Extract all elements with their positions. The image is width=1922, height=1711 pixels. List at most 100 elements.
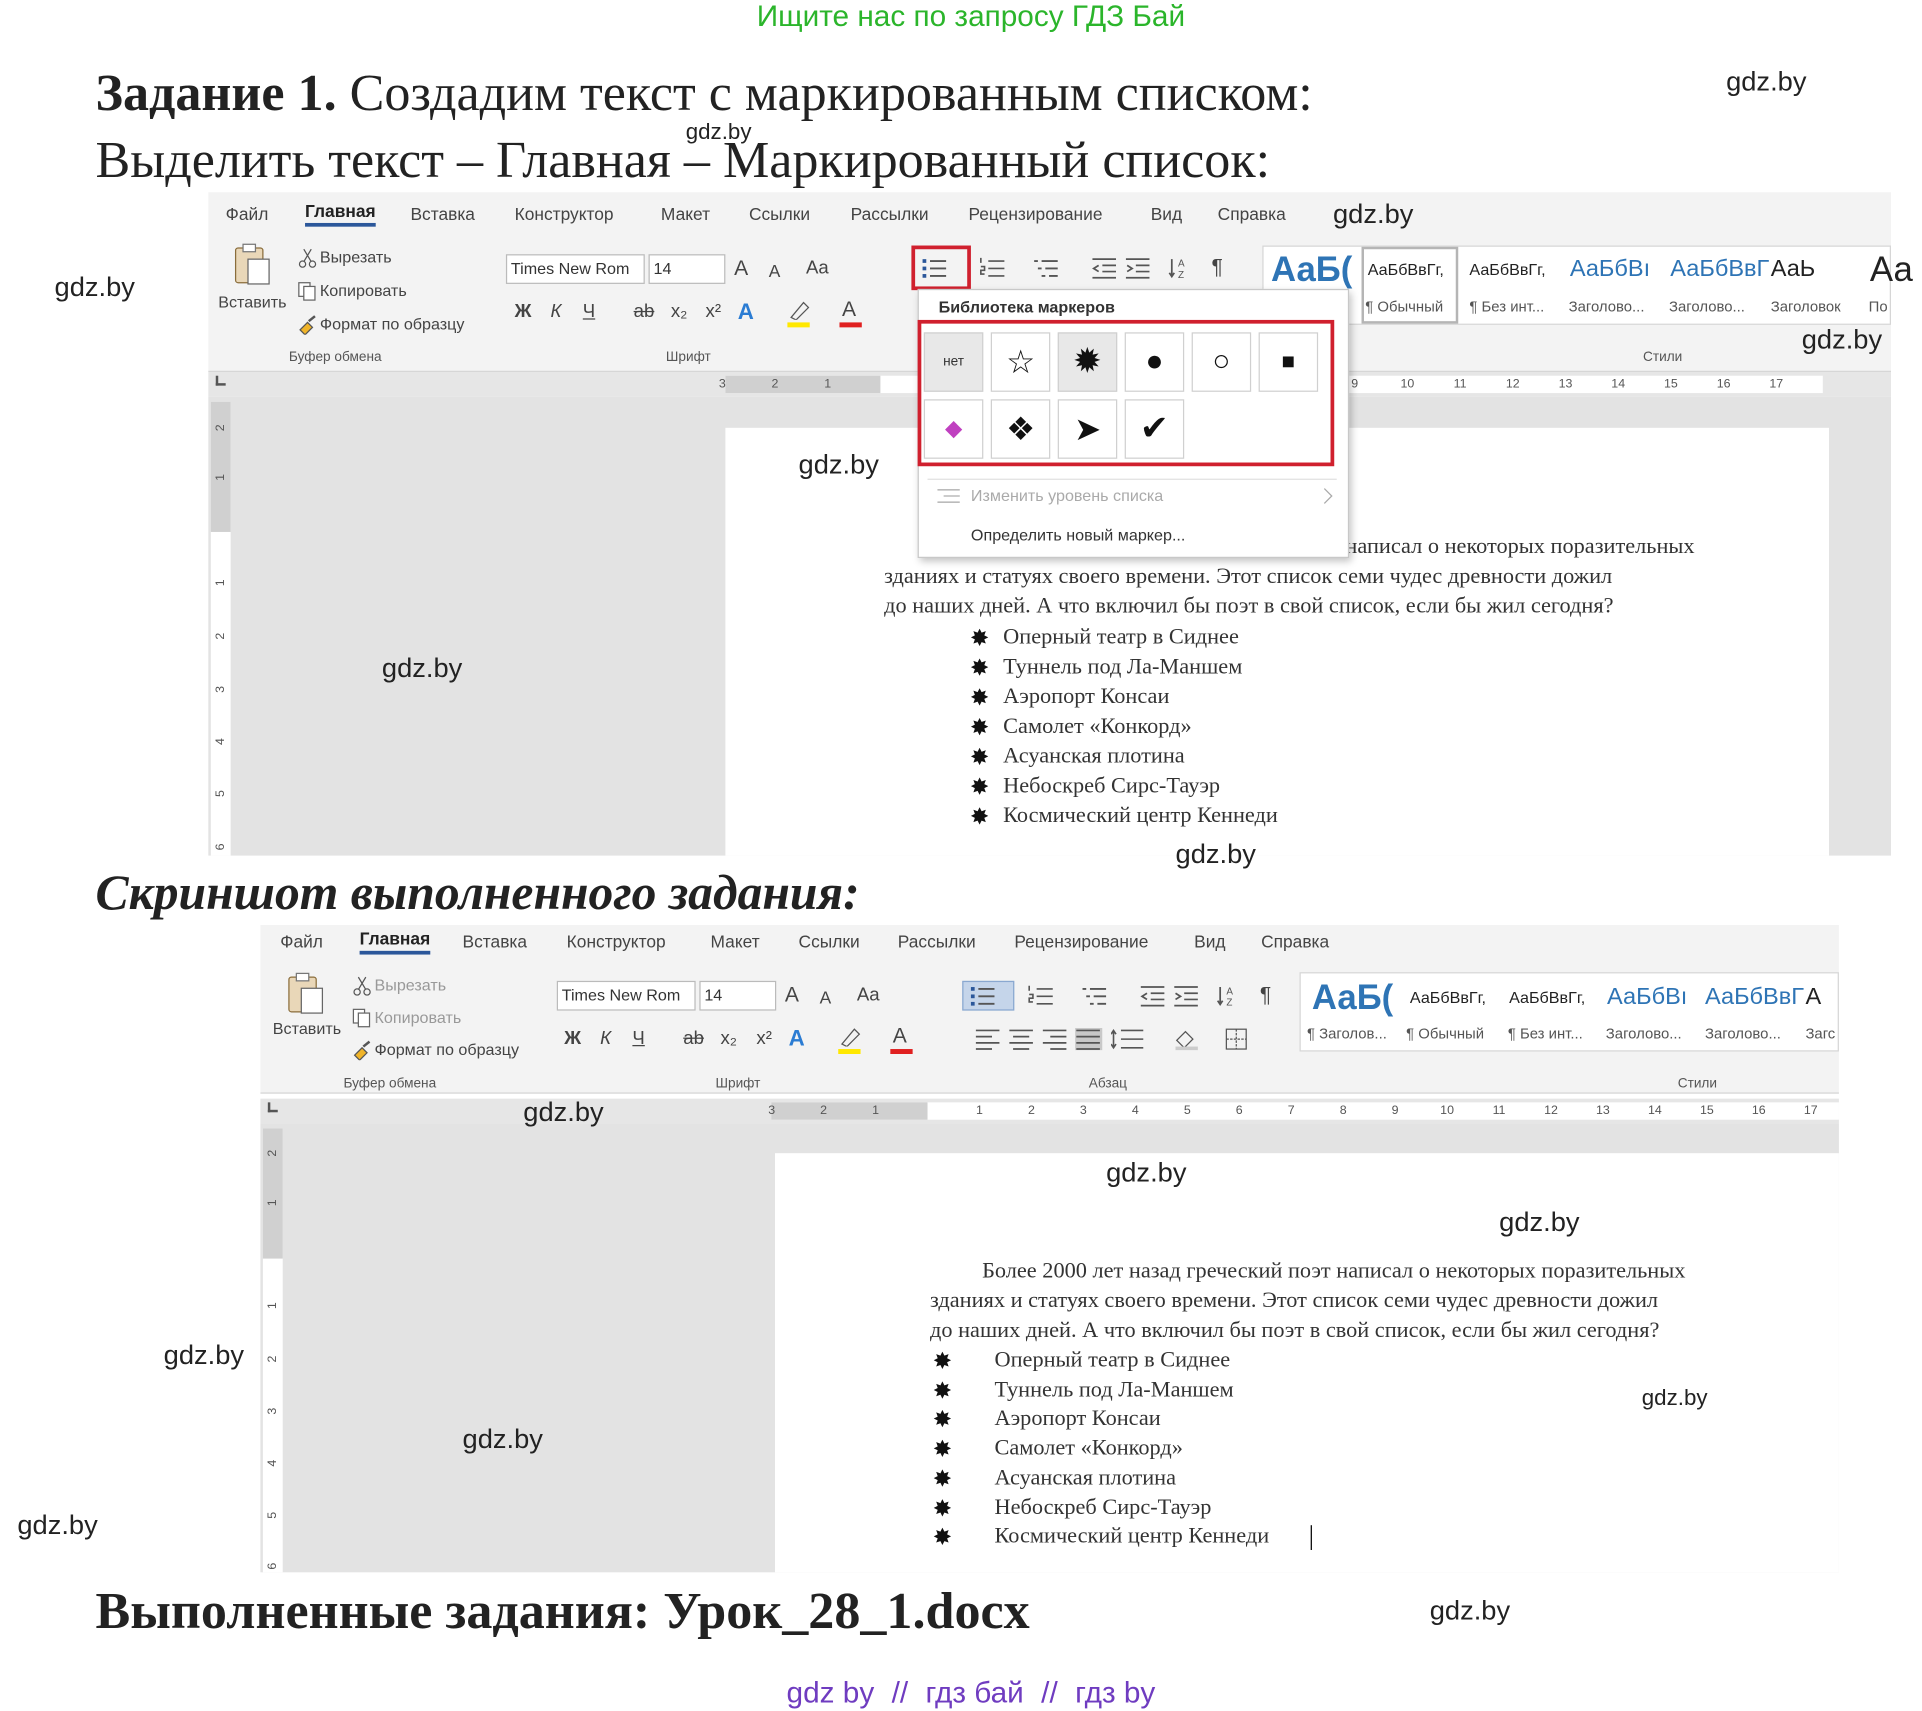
icon-part: [922, 259, 927, 263]
cut-label: Вырезать: [319, 247, 392, 267]
list-bullet: [933, 1439, 952, 1458]
text-effects: A: [788, 1025, 805, 1051]
list-bullet: [970, 777, 989, 795]
link-separator: //: [891, 1676, 909, 1710]
font-button: x₂: [670, 301, 688, 323]
icon-part: [933, 1498, 952, 1516]
font-button: ab: [633, 301, 655, 323]
ribbon-tab: Вставка: [410, 203, 475, 224]
align-icon: [1008, 1028, 1035, 1050]
footer-links: gdz by // гдз бай // гдз by: [787, 1676, 1156, 1711]
ribbon-tab: Рассылки: [850, 203, 929, 224]
icon-part: [970, 747, 989, 766]
style-sample: АаБбВвГ: [1670, 256, 1770, 283]
icon-part: [1125, 258, 1150, 279]
icon-part: [299, 315, 316, 335]
list-bullet: [970, 658, 989, 676]
icon-part: Z: [1178, 270, 1184, 279]
icon-part: [970, 777, 989, 795]
show-marks: ¶: [1211, 255, 1223, 279]
bullets-icon: [970, 985, 997, 1007]
ribbon-tab: Вид: [1150, 203, 1183, 224]
font-size: 14: [704, 985, 723, 1005]
submenu-arrow: [1322, 487, 1334, 504]
ribbon-tab: Вид: [1194, 931, 1226, 952]
search-hint: Ищите нас по запросу ГДЗ Бай: [756, 0, 1186, 34]
ruler-number: 12: [1544, 1104, 1558, 1118]
bullet-option: [1124, 399, 1185, 459]
ruler-number: 3: [718, 377, 726, 392]
icon-part: [295, 972, 310, 982]
icon-part: [298, 260, 307, 268]
highlight-icon: [838, 1027, 861, 1047]
line-spacing-icon: [1111, 1028, 1146, 1050]
icon-part: [1323, 488, 1333, 504]
icon-part: [933, 1380, 952, 1399]
style-sample: АаБбВı: [1607, 984, 1688, 1011]
style-label: Заголово...: [1605, 1024, 1682, 1043]
list-bullet: [970, 628, 989, 647]
icon-part: [980, 257, 1005, 277]
watermark: gdz.by: [1641, 1385, 1708, 1411]
list-item: Небоскреб Сирс-Тауэр: [1003, 772, 1221, 798]
icon-part: [980, 257, 1005, 277]
watermark: gdz.by: [1333, 198, 1414, 230]
font-button: ab: [683, 1027, 704, 1049]
footer-link[interactable]: гдз бай: [925, 1676, 1024, 1710]
font-button: Ж: [564, 1027, 582, 1049]
icon-part: [234, 243, 270, 285]
icon-part: [970, 628, 989, 647]
icon-part: [922, 266, 927, 271]
watermark: gdz.by: [1106, 1156, 1187, 1188]
ruler-number: 13: [1558, 377, 1573, 392]
watermark: gdz.by: [1429, 1594, 1511, 1626]
watermark: gdz.by: [1726, 65, 1807, 97]
icon-part: [970, 807, 989, 825]
watermark: gdz.by: [523, 1096, 604, 1128]
style-sample: АаБбВвГг,: [1469, 260, 1546, 279]
watermark: gdz.by: [54, 271, 135, 303]
icon-part: [1175, 1030, 1198, 1051]
ribbon-tab: Файл: [280, 931, 323, 952]
borders-icon: [1225, 1028, 1247, 1050]
ruler-number: 15: [1699, 1104, 1714, 1118]
icon-part: [933, 1439, 952, 1458]
ribbon-tab: Рецензирование: [1014, 931, 1149, 952]
icon-part: [970, 688, 989, 706]
icon-part: [970, 777, 989, 795]
bullet-symbol: ✔: [1139, 408, 1169, 448]
ruler-number: 10: [1400, 377, 1415, 392]
footer-title: Выполненные задания: Урок_28_1.docx: [95, 1583, 1030, 1641]
vertical-ruler-number: 5: [265, 1511, 280, 1519]
icon-part: [299, 321, 314, 335]
icon-part: [937, 488, 960, 504]
footer-link[interactable]: gdz by: [786, 1676, 875, 1710]
list-item: Аэропорт Консаи: [994, 1405, 1161, 1431]
icon-part: [353, 976, 371, 996]
ribbon-tab: Макет: [660, 203, 711, 224]
footer-link[interactable]: гдз by: [1075, 1676, 1156, 1710]
icon-part: [937, 488, 960, 504]
style-label: ¶ Обычный: [1406, 1024, 1485, 1043]
font-size: 14: [653, 258, 672, 278]
vertical-ruler-number: 5: [213, 790, 228, 798]
list-item: Небоскреб Сирс-Тауэр: [994, 1493, 1212, 1519]
page: [775, 1153, 1839, 1573]
style-sample: А: [1805, 984, 1822, 1011]
align-icon: [975, 1028, 1002, 1050]
icon-part: [1323, 488, 1333, 504]
paragraph-line: до наших дней. А что включил бы поэт в с…: [884, 592, 1614, 618]
icon-part: [1175, 1030, 1194, 1049]
icon-part: [1226, 1029, 1247, 1050]
paste-label: Вставить: [218, 292, 287, 312]
icon-part: [970, 987, 995, 1006]
style-label: ¶ Заголов...: [1306, 1024, 1387, 1043]
ruler-number: 9: [1351, 377, 1359, 392]
list-bullet: [970, 807, 989, 825]
list-bullet: [933, 1410, 952, 1428]
ruler-number: 4: [1131, 1104, 1139, 1118]
copy-label: Копировать: [319, 281, 407, 300]
vertical-ruler-number: 1: [213, 473, 228, 481]
